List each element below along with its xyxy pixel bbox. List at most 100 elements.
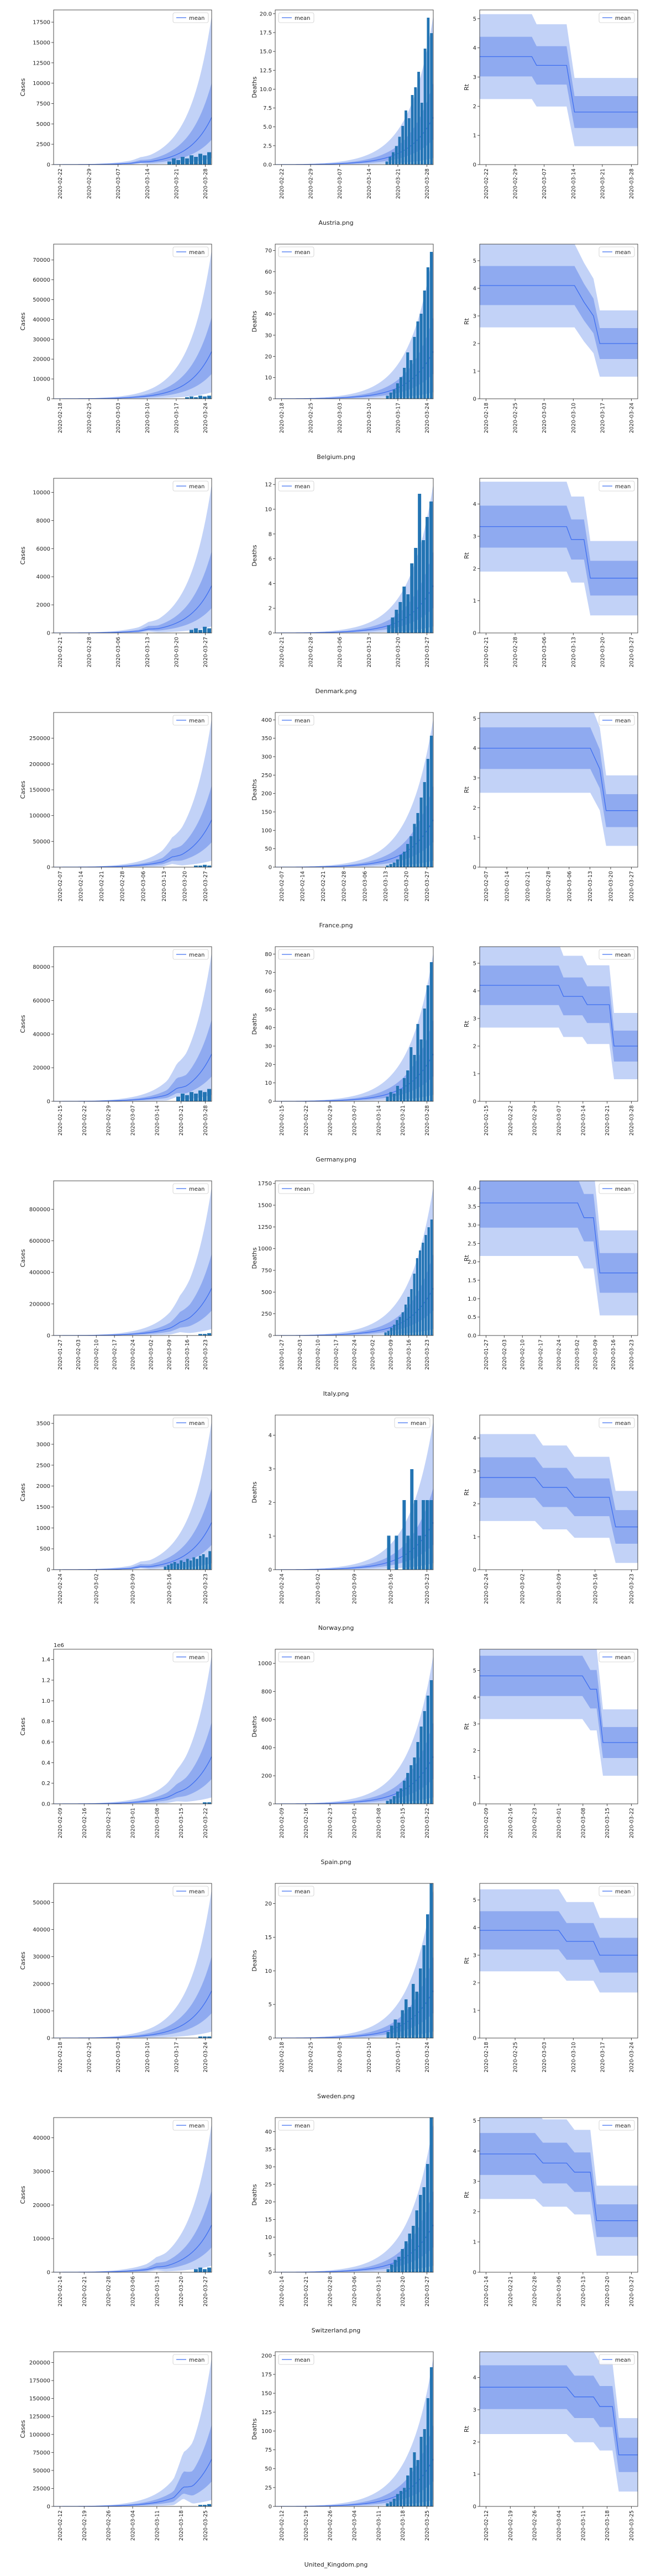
cases-xtick-label: 2020-02-29 (87, 168, 93, 199)
cases-bar (181, 157, 185, 165)
deaths-bar (403, 852, 406, 867)
rt-ytick-label: 2 (473, 104, 476, 110)
deaths-ytick-label: 2.5 (263, 143, 272, 149)
cases-ylabel: Cases (19, 1483, 27, 1501)
deaths-bar (429, 2118, 433, 2272)
deaths-axes-frame (275, 9, 434, 165)
cases-ytick-label: 1.4 (41, 1657, 50, 1663)
legend-box (394, 1417, 431, 1428)
rt-mean-line (480, 1202, 638, 1274)
rt-xtick-label: 2020-03-27 (629, 871, 635, 901)
cases-ytick-label: 50000 (33, 2468, 50, 2474)
country-caption: United_Kingdom.png (304, 2561, 368, 2568)
rt-axes-frame (479, 1883, 638, 2039)
cases-bar (203, 1092, 207, 1101)
rt-xtick-label: 2020-01-27 (484, 1339, 490, 1370)
cases-xtick-label: 2020-02-14 (78, 871, 85, 901)
rt-ytick-label: 0 (473, 162, 476, 168)
rt-ytick-label: 4 (473, 45, 476, 51)
legend-box (278, 2120, 314, 2131)
deaths-bar (410, 836, 413, 867)
cases-ylabel: Cases (19, 1951, 27, 1970)
legend-label: mean (615, 952, 631, 958)
cases-legend: mean (172, 1183, 209, 1194)
deaths-bar (419, 798, 423, 867)
deaths-ytick-label: 600 (261, 1717, 272, 1723)
rt-inner-band (480, 1911, 638, 1973)
rt-ylabel: Rt (463, 1723, 470, 1730)
rt-xtick-label: 2020-02-28 (546, 871, 552, 901)
deaths-ytick-label: 70 (265, 248, 272, 254)
cases-xtick-label: 2020-03-03 (116, 403, 122, 433)
rt-ylabel: Rt (463, 1957, 470, 1964)
cases-ytick-label: 200000 (29, 1301, 50, 1307)
deaths-bar (416, 1024, 419, 1101)
cases-bar (176, 1563, 180, 1570)
rt-ytick-label: 1 (473, 1071, 476, 1078)
deaths-bar (391, 617, 395, 633)
legend-label: mean (615, 1186, 631, 1192)
cases-bar (207, 395, 211, 399)
cases-bar (172, 158, 176, 165)
deaths-xtick-label: 2020-02-14 (300, 871, 306, 901)
legend-label: mean (189, 250, 204, 256)
deaths-bar (422, 1945, 426, 2038)
deaths-bar (423, 291, 426, 399)
cases-ytick-label: 17500 (33, 20, 50, 26)
cases-ytick-label: 0.4 (41, 1760, 50, 1766)
cases-bar (203, 626, 207, 633)
deaths-bar (410, 563, 414, 633)
deaths-bar (413, 1055, 416, 1101)
rt-ytick-label: 1 (473, 1534, 476, 1540)
cases-xtick-label: 2020-03-20 (182, 871, 188, 901)
rt-xtick-label: 2020-02-09 (484, 1808, 490, 1838)
deaths-bar (408, 2234, 411, 2272)
rt-axes-frame (479, 9, 638, 165)
cases-xtick-label: 2020-02-28 (87, 637, 93, 667)
rt-xtick-label: 2020-03-08 (580, 1808, 586, 1838)
deaths-bar (386, 2269, 390, 2272)
cases-bar (203, 2036, 207, 2038)
deaths-ytick-label: 0 (269, 1099, 272, 1105)
rt-ytick-label: 0.5 (468, 1315, 476, 1321)
deaths-ytick-label: 2 (269, 1500, 272, 1506)
deaths-ytick-label: 0.0 (263, 162, 272, 168)
deaths-ytick-label: 70 (265, 970, 272, 976)
deaths-bar (429, 736, 433, 867)
cases-panel: 0 2000 4000 6000 8000 10000 Cases 2020-02-21 202… (19, 478, 212, 667)
cases-bar (207, 2036, 211, 2038)
cases-ylabel: Cases (19, 2420, 27, 2438)
cases-ytick-label: 12500 (33, 60, 50, 66)
rt-xtick-label: 2020-03-06 (566, 871, 573, 901)
rt-mean-line (480, 1477, 638, 1528)
deaths-ytick-label: 10 (265, 1968, 272, 1975)
deaths-bar (403, 1078, 406, 1101)
cases-xtick-label: 2020-02-21 (57, 637, 64, 667)
deaths-xtick-label: 2020-03-16 (388, 1574, 394, 1604)
legend-label: mean (295, 1655, 310, 1661)
rt-xtick-label: 2020-02-17 (538, 1339, 544, 1370)
cases-ytick-label: 20000 (33, 2203, 50, 2209)
cases-ytick-label: 5000 (36, 122, 50, 128)
cases-bar (194, 1094, 198, 1101)
deaths-bar (396, 1320, 398, 1335)
rt-ylabel: Rt (463, 1488, 470, 1496)
cases-bar (198, 1555, 202, 1570)
rt-axes-frame (479, 478, 638, 634)
deaths-legend: mean (278, 715, 314, 726)
deaths-ytick-label: 300 (261, 754, 272, 761)
deaths-bar (389, 157, 392, 165)
rt-ytick-label: 3 (473, 534, 476, 540)
deaths-bar (419, 1727, 423, 1804)
deaths-xtick-label: 2020-02-07 (279, 871, 285, 901)
deaths-ytick-label: 12 (265, 482, 272, 488)
deaths-bar (422, 1243, 424, 1335)
rt-xtick-label: 2020-02-22 (484, 168, 490, 199)
deaths-ytick-label: 150 (261, 2391, 272, 2397)
deaths-ylabel: Deaths (251, 1247, 258, 1269)
legend-label: mean (189, 1889, 204, 1895)
cases-xtick-label: 2020-02-28 (106, 2276, 112, 2306)
rt-xtick-label: 2020-02-29 (513, 168, 519, 199)
deaths-bar (426, 517, 429, 633)
